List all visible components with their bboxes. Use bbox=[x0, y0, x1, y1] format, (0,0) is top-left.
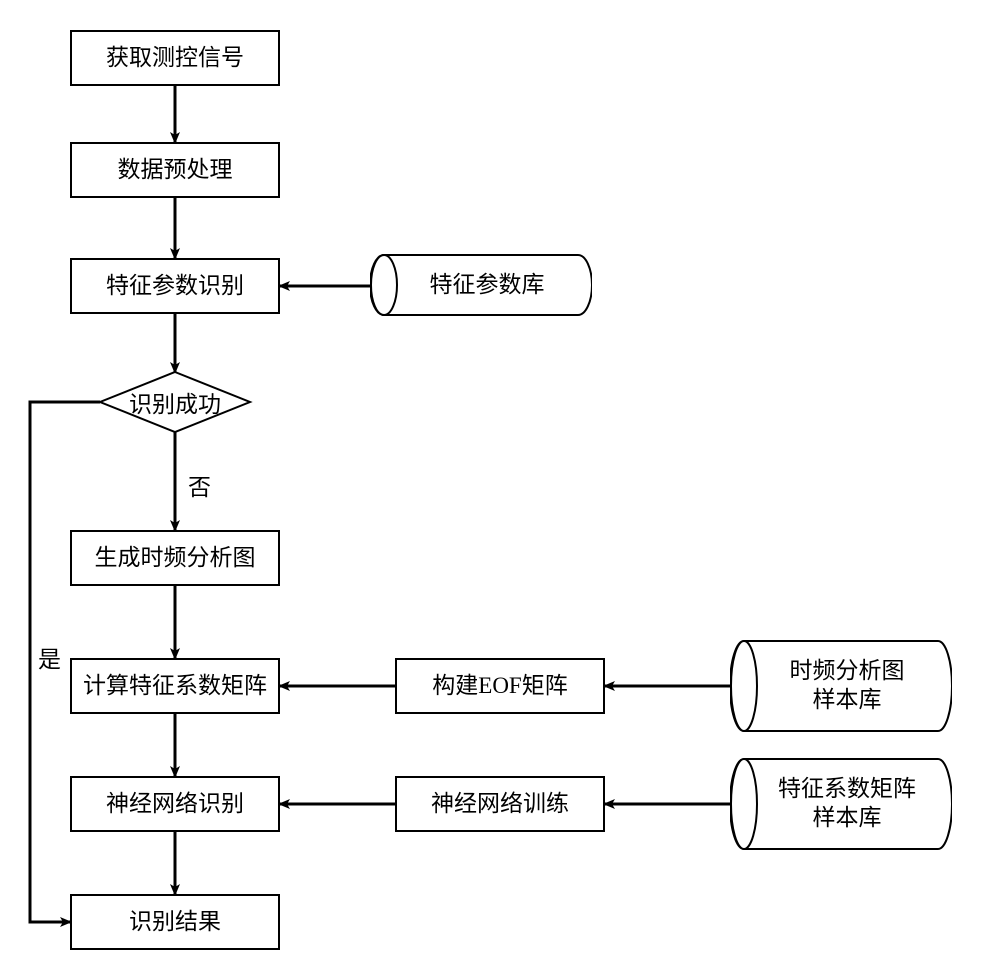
node-n2: 数据预处理 bbox=[70, 142, 280, 198]
node-n8: 神经网络训练 bbox=[395, 776, 605, 832]
edge-label-12: 是 bbox=[38, 640, 61, 674]
edge-label-4: 否 bbox=[188, 468, 211, 502]
node-c3: 特征系数矩阵样本库 bbox=[730, 758, 952, 850]
node-n9: 识别结果 bbox=[70, 894, 280, 950]
node-c2: 时频分析图样本库 bbox=[730, 640, 952, 732]
cylinder-label: 特征参数库 bbox=[412, 271, 551, 300]
node-c1: 特征参数库 bbox=[370, 254, 592, 316]
diamond-label: 识别成功 bbox=[100, 372, 250, 432]
flowchart-root: 获取测控信号数据预处理特征参数识别 特征参数库 识别成功生成时频分析图计算特征系… bbox=[0, 0, 1000, 958]
node-n4: 生成时频分析图 bbox=[70, 530, 280, 586]
node-n6: 构建EOF矩阵 bbox=[395, 658, 605, 714]
node-n5: 计算特征系数矩阵 bbox=[70, 658, 280, 714]
cylinder-label: 特征系数矩阵样本库 bbox=[760, 775, 922, 833]
cylinder-label: 时频分析图样本库 bbox=[772, 657, 911, 715]
node-n7: 神经网络识别 bbox=[70, 776, 280, 832]
node-n1: 获取测控信号 bbox=[70, 30, 280, 86]
node-n3: 特征参数识别 bbox=[70, 258, 280, 314]
node-d1: 识别成功 bbox=[100, 372, 250, 432]
